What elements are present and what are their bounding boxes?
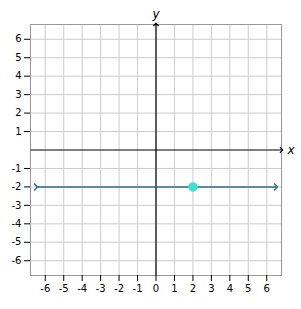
svg-text:6: 6 bbox=[15, 33, 21, 44]
svg-text:4: 4 bbox=[15, 70, 21, 81]
svg-text:-5: -5 bbox=[59, 283, 69, 294]
svg-text:-3: -3 bbox=[12, 200, 22, 211]
svg-text:y: y bbox=[151, 7, 160, 21]
svg-text:-4: -4 bbox=[12, 218, 22, 229]
svg-text:-2: -2 bbox=[114, 283, 124, 294]
svg-text:1: 1 bbox=[15, 126, 21, 137]
svg-text:-6: -6 bbox=[12, 255, 22, 266]
svg-text:-1: -1 bbox=[133, 283, 143, 294]
svg-text:1: 1 bbox=[171, 283, 177, 294]
svg-text:-6: -6 bbox=[40, 283, 50, 294]
svg-text:5: 5 bbox=[15, 52, 21, 63]
svg-text:x: x bbox=[287, 143, 296, 157]
svg-text:3: 3 bbox=[15, 89, 21, 100]
svg-text:2: 2 bbox=[190, 283, 196, 294]
svg-text:-4: -4 bbox=[77, 283, 87, 294]
svg-text:5: 5 bbox=[245, 283, 251, 294]
svg-text:0: 0 bbox=[153, 283, 159, 294]
svg-text:2: 2 bbox=[15, 107, 21, 118]
svg-text:-2: -2 bbox=[12, 181, 22, 192]
svg-text:3: 3 bbox=[208, 283, 214, 294]
svg-text:-5: -5 bbox=[12, 236, 22, 247]
svg-text:-3: -3 bbox=[96, 283, 106, 294]
svg-text:6: 6 bbox=[264, 283, 270, 294]
svg-text:-1: -1 bbox=[12, 163, 22, 174]
svg-text:4: 4 bbox=[227, 283, 233, 294]
